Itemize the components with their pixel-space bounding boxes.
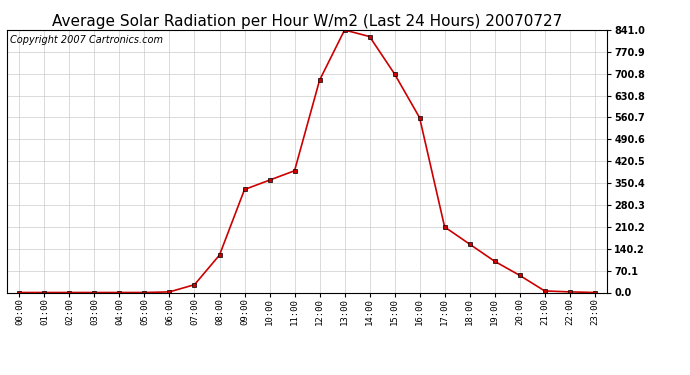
- Text: Copyright 2007 Cartronics.com: Copyright 2007 Cartronics.com: [10, 35, 163, 45]
- Title: Average Solar Radiation per Hour W/m2 (Last 24 Hours) 20070727: Average Solar Radiation per Hour W/m2 (L…: [52, 14, 562, 29]
